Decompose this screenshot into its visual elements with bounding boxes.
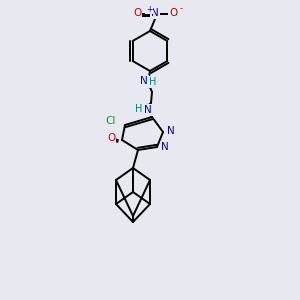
Text: +: + [146,4,152,14]
Text: N: N [167,126,175,136]
Text: N: N [144,105,152,115]
Text: H: H [135,104,143,114]
Text: N: N [151,8,159,18]
Text: O: O [133,8,141,18]
Text: O: O [107,133,115,143]
Text: N: N [140,76,148,86]
Text: -: - [179,4,182,14]
Text: N: N [161,142,169,152]
Text: Cl: Cl [106,116,116,126]
Text: H: H [149,77,157,87]
Text: O: O [169,8,177,18]
